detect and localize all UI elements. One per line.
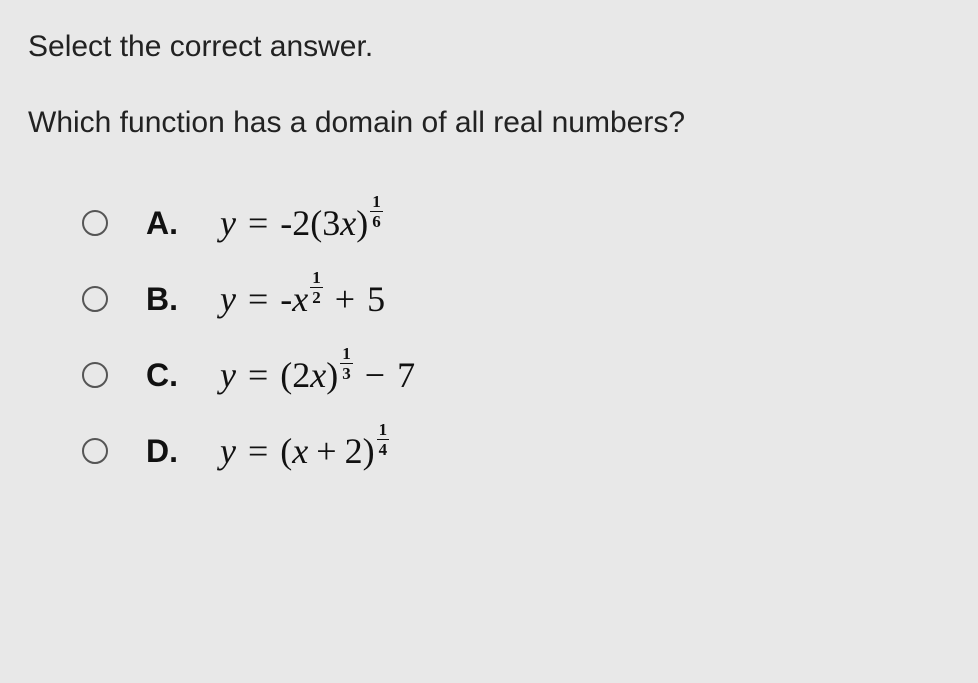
var-y: y [220, 202, 236, 244]
minus-operator: − [365, 354, 385, 396]
right-paren: ) [356, 202, 368, 244]
option-a[interactable]: A. y = -2 ( 3 x ) 1 6 [82, 202, 950, 244]
option-d[interactable]: D. y = ( x + 2 ) 1 4 [82, 430, 950, 472]
right-paren: ) [326, 354, 338, 396]
exp-denominator: 6 [372, 212, 381, 230]
constant: 5 [367, 278, 385, 320]
exponent-fraction: 1 3 [340, 345, 353, 382]
option-b[interactable]: B. y = - x 1 2 + 5 [82, 278, 950, 320]
plus-operator: + [335, 278, 355, 320]
instruction-text: Select the correct answer. [28, 30, 950, 64]
exp-numerator: 1 [370, 193, 383, 212]
exp-numerator: 1 [310, 269, 323, 288]
coefficient: -2 [280, 202, 310, 244]
option-c-label: C. [146, 357, 186, 394]
left-paren: ( [280, 430, 292, 472]
exp-denominator: 2 [312, 288, 321, 306]
inner-constant: 2 [345, 430, 363, 472]
equals-sign: = [248, 278, 268, 320]
inner-coefficient: 2 [292, 354, 310, 396]
option-d-formula: y = ( x + 2 ) 1 4 [220, 430, 389, 472]
var-x: x [292, 430, 308, 472]
radio-icon[interactable] [82, 286, 108, 312]
radio-icon[interactable] [82, 210, 108, 236]
equals-sign: = [248, 354, 268, 396]
option-a-label: A. [146, 205, 186, 242]
plus-operator: + [316, 430, 336, 472]
option-a-formula: y = -2 ( 3 x ) 1 6 [220, 202, 383, 244]
option-c[interactable]: C. y = ( 2 x ) 1 3 − 7 [82, 354, 950, 396]
var-y: y [220, 354, 236, 396]
left-paren: ( [280, 354, 292, 396]
var-y: y [220, 278, 236, 320]
exponent-fraction: 1 6 [370, 193, 383, 230]
exp-numerator: 1 [340, 345, 353, 364]
question-text: Which function has a domain of all real … [28, 106, 950, 140]
constant: 7 [397, 354, 415, 396]
exp-denominator: 4 [379, 440, 388, 458]
option-c-formula: y = ( 2 x ) 1 3 − 7 [220, 354, 415, 396]
exponent-fraction: 1 2 [310, 269, 323, 306]
equals-sign: = [248, 202, 268, 244]
negative-sign: - [280, 278, 292, 320]
option-b-label: B. [146, 281, 186, 318]
option-d-label: D. [146, 433, 186, 470]
var-x: x [310, 354, 326, 396]
exponent-fraction: 1 4 [377, 421, 390, 458]
inner-coefficient: 3 [322, 202, 340, 244]
right-paren: ) [363, 430, 375, 472]
var-y: y [220, 430, 236, 472]
option-b-formula: y = - x 1 2 + 5 [220, 278, 385, 320]
options-container: A. y = -2 ( 3 x ) 1 6 B. y = - x 1 2 [28, 202, 950, 472]
radio-icon[interactable] [82, 438, 108, 464]
left-paren: ( [310, 202, 322, 244]
exp-numerator: 1 [377, 421, 390, 440]
radio-icon[interactable] [82, 362, 108, 388]
exp-denominator: 3 [342, 364, 351, 382]
var-x: x [340, 202, 356, 244]
equals-sign: = [248, 430, 268, 472]
var-x: x [292, 278, 308, 320]
